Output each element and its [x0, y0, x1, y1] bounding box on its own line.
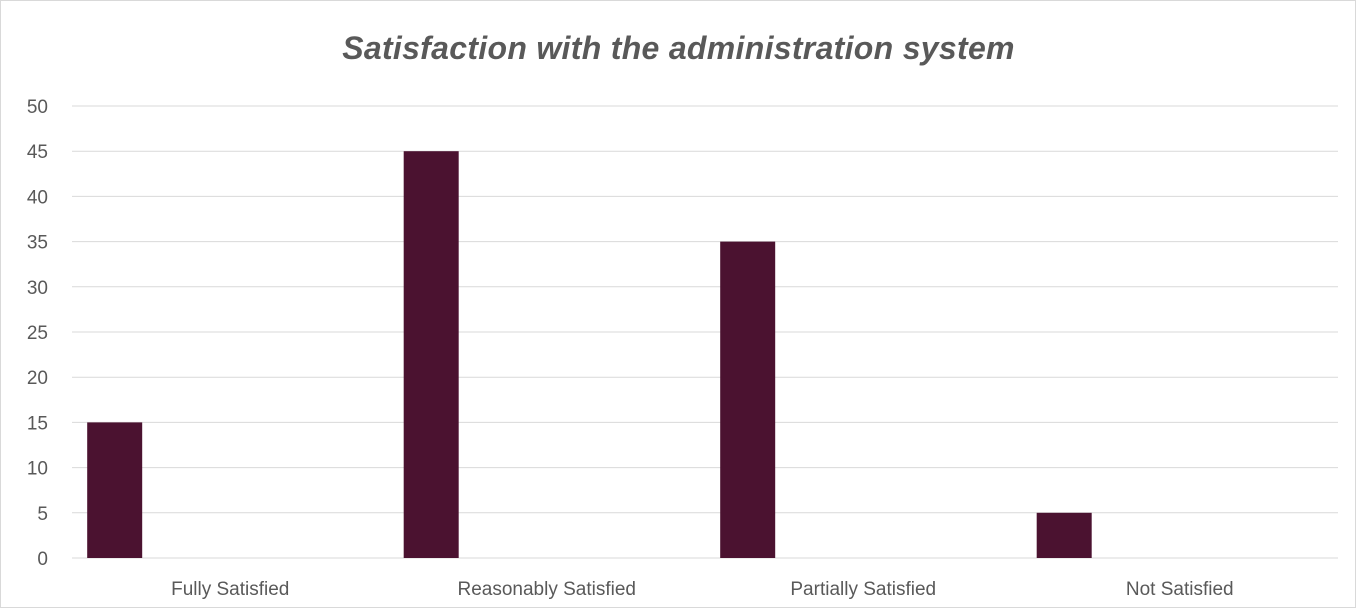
- y-tick-label: 20: [27, 368, 48, 389]
- y-tick-label: 50: [27, 97, 48, 118]
- y-tick-label: 0: [37, 549, 48, 570]
- bar-partially-satisfied: [720, 241, 776, 558]
- x-category-label: Not Satisfied: [1126, 579, 1234, 600]
- y-tick-label: 5: [37, 504, 48, 525]
- y-tick-label: 45: [27, 142, 48, 163]
- y-tick-label: 25: [27, 323, 48, 344]
- y-tick-label: 30: [27, 278, 48, 299]
- y-tick-label: 10: [27, 459, 48, 480]
- x-category-label: Reasonably Satisfied: [458, 579, 637, 600]
- x-category-label: Partially Satisfied: [790, 579, 936, 600]
- chart-title: Satisfaction with the administration sys…: [342, 30, 1015, 66]
- bar-reasonably-satisfied: [403, 151, 459, 558]
- y-tick-label: 35: [27, 233, 48, 254]
- y-axis-ticks: 0 5 10 15 20 25 30 35 40 45 50: [27, 97, 48, 570]
- bar-fully-satisfied: [87, 422, 143, 558]
- bar-not-satisfied: [1036, 512, 1092, 558]
- y-tick-label: 15: [27, 413, 48, 434]
- gridlines: [72, 105, 1338, 559]
- bars: [87, 151, 1092, 558]
- x-category-label: Fully Satisfied: [171, 579, 289, 600]
- x-axis-categories: Fully Satisfied Reasonably Satisfied Parti…: [171, 579, 1234, 600]
- y-tick-label: 40: [27, 187, 48, 208]
